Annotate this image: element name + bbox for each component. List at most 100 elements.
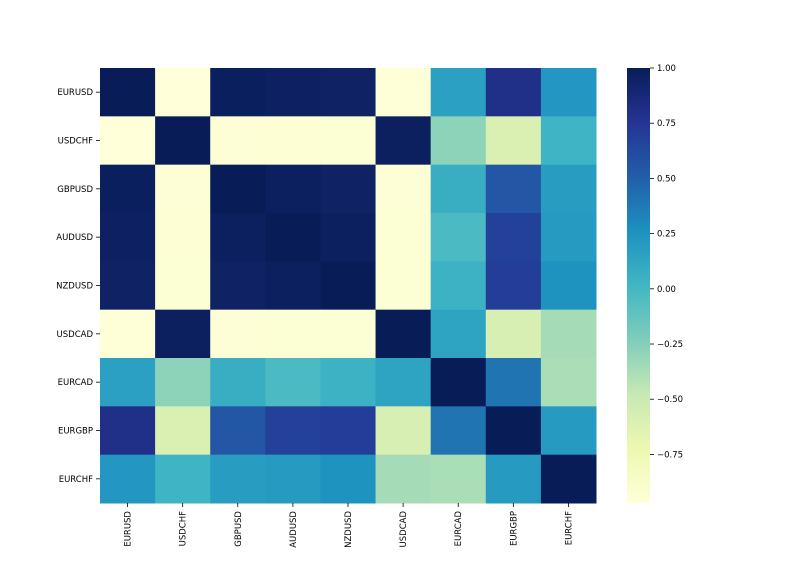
heatmap-cell-eurcad-nzdusd (320, 358, 377, 407)
heatmap-cell-eurgbp-usdcad (375, 406, 432, 456)
heatmap-cell-nzdusd-audusd (265, 261, 321, 311)
x-tick-label-eurcad: EURCAD (454, 511, 464, 547)
heatmap-cell-eurusd-eurusd (100, 68, 156, 117)
heatmap-cell-eurcad-eurchf (540, 358, 597, 407)
heatmap-cell-audusd-eurusd (100, 213, 156, 262)
y-tick-label-gbpusd: GBPUSD (57, 185, 93, 195)
y-tick-label-eurgbp: EURGBP (58, 427, 93, 437)
heatmap-cell-usdchf-usdcad (375, 116, 432, 166)
heatmap-cell-eurgbp-eurgbp (485, 406, 542, 456)
heatmap-cell-eurcad-usdchf (155, 358, 211, 407)
heatmap-cell-eurgbp-eurusd (100, 406, 156, 456)
heatmap-cell-gbpusd-eurgbp (485, 164, 542, 214)
heatmap-cell-eurusd-usdcad (375, 68, 432, 117)
heatmap-cell-eurchf-eurusd (100, 454, 156, 504)
heatmap-cells (100, 68, 597, 504)
y-tick-label-eurchf: EURCHF (59, 475, 93, 485)
heatmap-cell-eurgbp-eurcad (430, 406, 487, 456)
heatmap-cell-usdcad-usdcad (375, 309, 432, 359)
y-axis-ticks: EURUSD USDCHF GBPUSD AUDUSD NZDUSD USDCAD EURC… (56, 88, 100, 485)
heatmap-cell-eurchf-usdcad (375, 454, 432, 504)
heatmap-cell-eurchf-gbpusd (210, 454, 266, 504)
heatmap-cell-eurcad-usdcad (375, 358, 432, 407)
heatmap-cell-eurgbp-nzdusd (320, 406, 377, 456)
heatmap-cell-gbpusd-nzdusd (320, 164, 377, 214)
heatmap-cell-eurchf-eurgbp (485, 454, 542, 504)
heatmap-cell-eurgbp-eurchf (540, 406, 597, 456)
colorbar-tick-label: 0.75 (657, 119, 676, 129)
heatmap-cell-eurusd-eurcad (430, 68, 487, 117)
y-tick-label-eurcad: EURCAD (58, 378, 94, 388)
heatmap-cell-eurusd-usdchf (155, 68, 211, 117)
y-tick-label-eurusd: EURUSD (57, 88, 93, 98)
heatmap-cell-eurchf-usdchf (155, 454, 211, 504)
heatmap-cell-eurgbp-gbpusd (210, 406, 266, 456)
heatmap-cell-eurchf-nzdusd (320, 454, 377, 504)
heatmap-cell-nzdusd-eurchf (540, 261, 597, 311)
heatmap-cell-nzdusd-usdcad (375, 261, 432, 311)
heatmap-cell-audusd-usdchf (155, 213, 211, 262)
heatmap-cell-eurcad-gbpusd (210, 358, 266, 407)
heatmap-cell-gbpusd-eurchf (540, 164, 597, 214)
heatmap-cell-usdcad-eurchf (540, 309, 597, 359)
colorbar-tick-label: 0.00 (657, 285, 676, 295)
heatmap-cell-audusd-gbpusd (210, 213, 266, 262)
x-tick-label-eurgbp: EURGBP (509, 511, 519, 546)
heatmap-cell-eurusd-eurchf (540, 68, 597, 117)
heatmap-cell-usdcad-eurcad (430, 309, 487, 359)
heatmap-cell-nzdusd-gbpusd (210, 261, 266, 311)
heatmap-cell-audusd-nzdusd (320, 213, 377, 262)
x-axis-ticks: EURUSD USDCHF GBPUSD AUDUSD NZDUSD USDCAD EURC… (124, 503, 574, 548)
colorbar-tick-label: −0.50 (657, 395, 683, 405)
heatmap-cell-gbpusd-eurusd (100, 164, 156, 214)
heatmap-cell-nzdusd-eurgbp (485, 261, 542, 311)
heatmap-cell-usdchf-eurcad (430, 116, 487, 166)
heatmap-cell-nzdusd-usdchf (155, 261, 211, 311)
colorbar-tick-label: 0.25 (657, 230, 676, 240)
heatmap-cell-usdchf-nzdusd (320, 116, 377, 166)
heatmap-cell-gbpusd-eurcad (430, 164, 487, 214)
heatmap-cell-audusd-eurcad (430, 213, 487, 262)
heatmap-cell-eurchf-eurcad (430, 454, 487, 504)
x-tick-label-usdchf: USDCHF (179, 511, 189, 546)
heatmap-cell-nzdusd-eurusd (100, 261, 156, 311)
heatmap-cell-eurgbp-usdchf (155, 406, 211, 456)
colorbar-tick-label: −0.75 (657, 450, 683, 460)
heatmap-cell-usdcad-nzdusd (320, 309, 377, 359)
heatmap-cell-audusd-audusd (265, 213, 321, 262)
heatmap-cell-gbpusd-gbpusd (210, 164, 266, 214)
heatmap-cell-gbpusd-usdchf (155, 164, 211, 214)
heatmap-cell-audusd-eurgbp (485, 213, 542, 262)
x-tick-label-eurusd: EURUSD (124, 511, 134, 547)
heatmap-cell-usdchf-eurchf (540, 116, 597, 166)
y-tick-label-nzdusd: NZDUSD (56, 282, 93, 292)
heatmap-cell-usdcad-eurusd (100, 309, 156, 359)
heatmap-cell-usdcad-usdchf (155, 309, 211, 359)
heatmap-cell-eurcad-audusd (265, 358, 321, 407)
colorbar (627, 68, 650, 503)
y-tick-label-usdcad: USDCAD (57, 330, 94, 340)
x-tick-label-audusd: AUDUSD (289, 511, 299, 548)
heatmap-cell-usdcad-audusd (265, 309, 321, 359)
heatmap-cell-eurchf-audusd (265, 454, 321, 504)
x-tick-label-nzdusd: NZDUSD (344, 511, 354, 548)
heatmap-cell-usdchf-eurgbp (485, 116, 542, 166)
heatmap-cell-gbpusd-usdcad (375, 164, 432, 214)
heatmap-cell-usdchf-gbpusd (210, 116, 266, 166)
x-tick-label-gbpusd: GBPUSD (234, 511, 244, 547)
heatmap-cell-eurusd-eurgbp (485, 68, 542, 117)
heatmap-cell-audusd-usdcad (375, 213, 432, 262)
heatmap-cell-eurgbp-audusd (265, 406, 321, 456)
heatmap-cell-eurcad-eurgbp (485, 358, 542, 407)
heatmap-cell-usdchf-audusd (265, 116, 321, 166)
heatmap-cell-eurusd-audusd (265, 68, 321, 117)
heatmap-cell-usdchf-usdchf (155, 116, 211, 166)
colorbar-ticks: 1.00 0.75 0.50 0.25 0.00 −0.25 −0.50 −0.75 (650, 64, 683, 460)
heatmap-cell-eurusd-gbpusd (210, 68, 266, 117)
y-tick-label-usdchf: USDCHF (58, 137, 93, 147)
heatmap-cell-eurcad-eurusd (100, 358, 156, 407)
y-tick-label-audusd: AUDUSD (56, 233, 93, 243)
colorbar-tick-label: −0.25 (657, 340, 683, 350)
heatmap-cell-usdcad-eurgbp (485, 309, 542, 359)
